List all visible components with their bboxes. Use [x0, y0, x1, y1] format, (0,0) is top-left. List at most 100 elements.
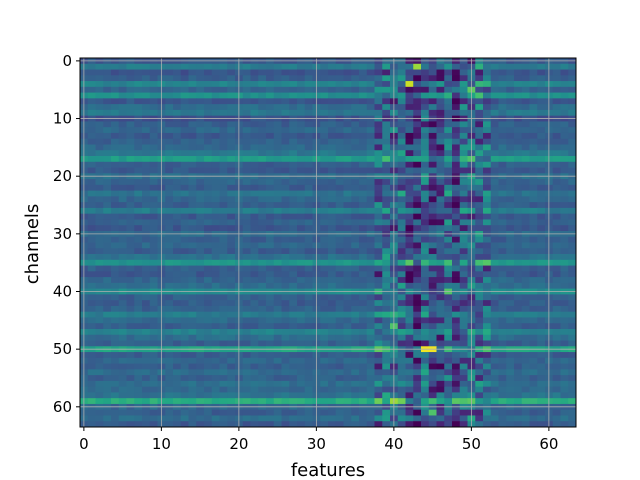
heatmap-cell	[568, 109, 577, 117]
heatmap-cell	[459, 190, 468, 197]
heatmap-cell	[281, 369, 290, 376]
heatmap-cell	[359, 81, 368, 88]
heatmap-cell	[111, 109, 120, 117]
heatmap-cell	[297, 259, 306, 266]
heatmap-cell	[87, 150, 96, 157]
heatmap-cell	[196, 150, 205, 157]
heatmap-cell	[335, 109, 344, 117]
heatmap-cell	[459, 363, 468, 370]
heatmap-cell	[289, 300, 298, 307]
heatmap-cell	[459, 161, 468, 168]
heatmap-cell	[103, 219, 112, 226]
heatmap-cell	[219, 225, 228, 232]
heatmap-cell	[351, 369, 360, 376]
heatmap-cell	[459, 81, 468, 88]
heatmap-cell	[304, 219, 313, 226]
heatmap-cell	[173, 63, 182, 70]
heatmap-cell	[498, 380, 507, 388]
heatmap-cell	[366, 213, 375, 220]
heatmap-cell	[134, 248, 143, 255]
heatmap-cell	[95, 98, 104, 105]
heatmap-cell	[452, 202, 461, 209]
heatmap-cell	[382, 340, 391, 347]
heatmap-cell	[188, 213, 197, 220]
heatmap-cell	[165, 127, 174, 134]
heatmap-cell	[444, 92, 453, 99]
heatmap-cell	[297, 109, 306, 117]
heatmap-cell	[103, 236, 112, 243]
heatmap-cell	[134, 363, 143, 370]
heatmap-cell	[196, 254, 205, 261]
heatmap-cell	[328, 236, 337, 243]
heatmap-cell	[173, 328, 182, 336]
heatmap-cell	[490, 357, 499, 364]
heatmap-cell	[351, 242, 360, 249]
heatmap-cell	[103, 282, 112, 290]
heatmap-cell	[149, 242, 158, 249]
heatmap-cell	[351, 317, 360, 324]
heatmap-cell	[258, 248, 267, 255]
heatmap-cell	[506, 421, 515, 428]
heatmap-cell	[219, 265, 228, 272]
heatmap-cell	[289, 415, 298, 422]
heatmap-cell	[343, 196, 352, 203]
heatmap-cell	[180, 392, 189, 399]
heatmap-cell	[498, 282, 507, 290]
heatmap-cell	[452, 265, 461, 272]
heatmap-cell	[514, 340, 523, 347]
heatmap-cell	[397, 150, 406, 157]
heatmap-cell	[219, 184, 228, 192]
heatmap-cell	[266, 357, 275, 364]
heatmap-cell	[514, 202, 523, 209]
heatmap-cell	[335, 277, 344, 284]
heatmap-cell	[242, 265, 251, 272]
heatmap-cell	[111, 167, 120, 174]
heatmap-cell	[568, 156, 577, 163]
heatmap-cell	[529, 386, 538, 393]
heatmap-cell	[452, 167, 461, 174]
heatmap-cell	[87, 248, 96, 255]
heatmap-cell	[498, 207, 507, 215]
heatmap-cell	[211, 409, 220, 416]
heatmap-cell	[134, 207, 143, 215]
heatmap-cell	[552, 92, 561, 99]
heatmap-cell	[490, 369, 499, 376]
heatmap-cell	[95, 363, 104, 370]
heatmap-cell	[250, 196, 259, 203]
heatmap-cell	[397, 86, 406, 93]
heatmap-cell	[537, 317, 546, 324]
heatmap-cell	[436, 109, 445, 117]
heatmap-cell	[180, 259, 189, 266]
heatmap-cell	[165, 225, 174, 232]
heatmap-cell	[537, 132, 546, 140]
heatmap-cell	[359, 127, 368, 134]
heatmap-cell	[568, 127, 577, 134]
heatmap-cell	[211, 357, 220, 364]
heatmap-cell	[328, 334, 337, 341]
heatmap-cell	[343, 225, 352, 232]
heatmap-cell	[281, 202, 290, 209]
heatmap-cell	[320, 75, 329, 82]
heatmap-cell	[103, 305, 112, 313]
heatmap-cell	[304, 104, 313, 111]
heatmap-cell	[359, 415, 368, 422]
heatmap-cell	[219, 317, 228, 324]
heatmap-cell	[537, 167, 546, 174]
heatmap-cell	[428, 294, 437, 301]
heatmap-cell	[397, 277, 406, 284]
heatmap-cell	[242, 421, 251, 428]
heatmap-cell	[397, 334, 406, 341]
heatmap-cell	[149, 207, 158, 215]
heatmap-cell	[165, 259, 174, 266]
heatmap-cell	[242, 184, 251, 192]
heatmap-cell	[320, 213, 329, 220]
heatmap-cell	[142, 357, 151, 364]
heatmap-cell	[204, 421, 213, 428]
heatmap-cell	[428, 300, 437, 307]
heatmap-cell	[498, 352, 507, 359]
heatmap-cell	[374, 311, 383, 318]
heatmap-cell	[87, 161, 96, 168]
heatmap-cell	[351, 150, 360, 157]
heatmap-cell	[397, 415, 406, 422]
heatmap-cell	[126, 415, 135, 422]
